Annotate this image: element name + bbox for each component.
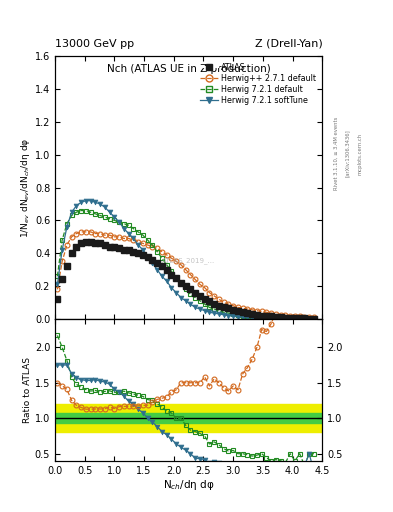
Text: Z (Drell-Yan): Z (Drell-Yan)	[255, 38, 322, 49]
X-axis label: N$_{ch}$/dη dφ: N$_{ch}$/dη dφ	[163, 478, 215, 493]
Y-axis label: Ratio to ATLAS: Ratio to ATLAS	[23, 357, 32, 423]
Text: Rivet 3.1.10, ≥ 3.4M events: Rivet 3.1.10, ≥ 3.4M events	[334, 117, 338, 190]
Text: ATLAS_2019_...: ATLAS_2019_...	[162, 258, 215, 265]
Text: Nch (ATLAS UE in Z production): Nch (ATLAS UE in Z production)	[107, 64, 270, 74]
Legend: ATLAS, Herwig++ 2.7.1 default, Herwig 7.2.1 default, Herwig 7.2.1 softTune: ATLAS, Herwig++ 2.7.1 default, Herwig 7.…	[197, 60, 318, 107]
Y-axis label: 1/N$_{ev}$ dN$_{ev}$/dN$_{ch}$/dη dφ: 1/N$_{ev}$ dN$_{ev}$/dN$_{ch}$/dη dφ	[19, 137, 32, 238]
Text: 13000 GeV pp: 13000 GeV pp	[55, 38, 134, 49]
Text: [arXiv:1306.3436]: [arXiv:1306.3436]	[345, 130, 350, 178]
Text: mcplots.cern.ch: mcplots.cern.ch	[357, 133, 362, 175]
